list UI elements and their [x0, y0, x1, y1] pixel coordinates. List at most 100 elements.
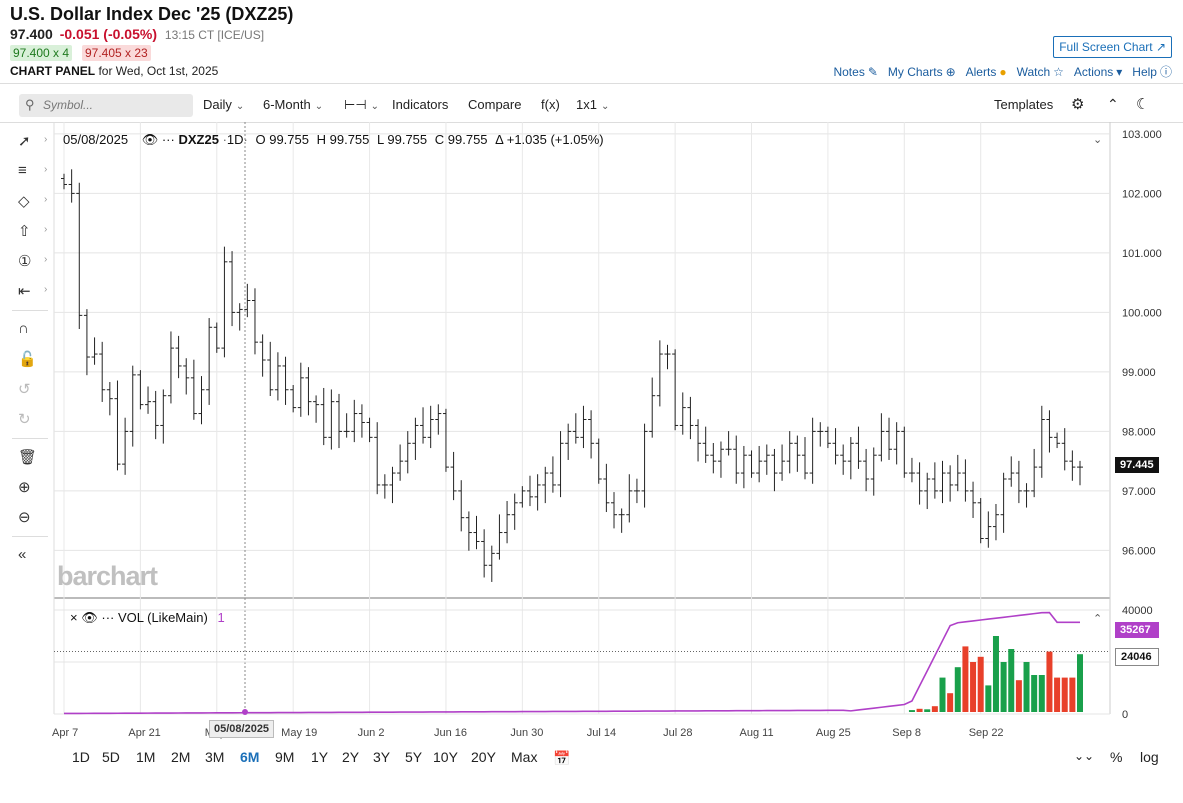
range-button-20y[interactable]: 20Y: [471, 749, 496, 765]
volume-bar: [985, 685, 992, 712]
notes-link[interactable]: Notes ✎: [833, 63, 877, 80]
undo-icon[interactable]: ↺: [18, 381, 31, 398]
bid-badge: 97.400 x 4: [10, 45, 73, 61]
more-icon[interactable]: ···: [161, 132, 175, 147]
range-button-5y[interactable]: 5Y: [405, 749, 423, 765]
range-button-2y[interactable]: 2Y: [342, 749, 360, 765]
range-button-3y[interactable]: 3Y: [373, 749, 391, 765]
chevron-down-icon: ⌄: [314, 101, 324, 112]
percent-button[interactable]: %: [1110, 749, 1123, 765]
symbol-search-input[interactable]: ⚲ Symbol...: [19, 94, 193, 117]
log-button[interactable]: log: [1140, 749, 1159, 765]
eye-icon[interactable]: 👁: [81, 610, 98, 625]
chevron-right-icon: ›: [44, 284, 48, 295]
chevron-right-icon: ›: [44, 254, 48, 265]
trash-icon[interactable]: 🗑: [18, 449, 38, 466]
calendar-icon[interactable]: 📅: [553, 750, 571, 766]
legend-open: O 99.755: [255, 132, 310, 147]
last-price: 97.400: [10, 26, 53, 42]
barchart-watermark: barchart: [57, 561, 158, 591]
time-tick-label: May 19: [281, 727, 317, 739]
legend-symbol: DXZ25: [178, 132, 219, 147]
range-button-10y[interactable]: 10Y: [433, 749, 458, 765]
toolbar-divider: [0, 122, 1183, 123]
line-tool-icon[interactable]: ➚ ›: [18, 133, 48, 150]
chevron-right-icon: ›: [44, 194, 48, 205]
gear-icon[interactable]: ⚙: [1071, 96, 1085, 113]
expand-down-icon[interactable]: ⌄⌄: [1074, 749, 1095, 763]
more-icon[interactable]: ···: [101, 610, 115, 625]
volume-bar: [1008, 649, 1015, 712]
volume-bar: [954, 667, 961, 712]
help-link[interactable]: Help ⓘ: [1132, 63, 1172, 80]
collapse-icon[interactable]: ⌃: [1107, 96, 1119, 112]
my-charts-link[interactable]: My Charts ⊕: [888, 63, 956, 80]
shape-tool-icon[interactable]: ◇ ›: [18, 193, 48, 210]
legend-dot-icon: ·: [222, 132, 227, 147]
price-change: -0.051 (-0.05%): [59, 26, 157, 42]
fx-button[interactable]: f(x): [541, 97, 560, 112]
chevron-down-icon: ⌄: [600, 101, 610, 112]
panel-title: CHART PANEL: [10, 64, 96, 78]
time-tick-label: Apr 7: [52, 727, 78, 739]
price-tick-label: 99.000: [1122, 367, 1156, 379]
indicators-button[interactable]: Indicators: [392, 97, 449, 112]
my-charts-label: My Charts: [887, 64, 943, 79]
compare-button[interactable]: Compare: [468, 97, 522, 112]
range-button-6m[interactable]: 6M: [240, 749, 260, 765]
watch-link[interactable]: Watch ☆: [1017, 63, 1064, 80]
unlock-icon[interactable]: 🔓: [18, 351, 37, 368]
zoom-in-icon[interactable]: ⊕: [18, 479, 31, 496]
plus-circle-icon: ⊕: [945, 64, 956, 79]
volume-bar: [1046, 651, 1053, 712]
range-button-1d[interactable]: 1D: [72, 749, 90, 765]
range-button-1m[interactable]: 1M: [136, 749, 156, 765]
range-button-5d[interactable]: 5D: [102, 749, 120, 765]
arrow-tool-icon[interactable]: ⇧ ›: [18, 223, 48, 240]
range-button-9m[interactable]: 9M: [275, 749, 295, 765]
range-button-2m[interactable]: 2M: [171, 749, 191, 765]
dark-mode-icon[interactable]: ☾: [1136, 96, 1150, 113]
redo-icon[interactable]: ↻: [18, 411, 31, 428]
time-tick-label: Sep 22: [969, 727, 1004, 739]
period-dropdown[interactable]: 6-Month ⌄: [263, 97, 323, 112]
volume-tick-label: 40000: [1122, 605, 1153, 617]
volume-legend: × 👁 ··· VOL (LikeMain) 1: [70, 610, 225, 626]
volume-bar: [1077, 654, 1083, 712]
caret-down-icon: ▾: [1116, 64, 1123, 79]
volume-bar: [1054, 677, 1061, 712]
legend-chevron-icon[interactable]: ⌄: [1093, 134, 1103, 146]
chevron-right-icon: ›: [44, 164, 48, 175]
tools-divider: [12, 536, 48, 537]
range-button-max[interactable]: Max: [511, 749, 538, 765]
volume-bar: [1069, 677, 1076, 712]
volume-tick-label: 0: [1122, 709, 1128, 721]
zoom-out-icon[interactable]: ⊖: [18, 509, 31, 526]
templates-button[interactable]: Templates: [994, 97, 1054, 112]
range-button-3m[interactable]: 3M: [205, 749, 225, 765]
actions-menu[interactable]: Actions ▾: [1074, 63, 1122, 80]
chevron-down-icon: ⌄: [370, 101, 380, 112]
measure-tool-icon[interactable]: ⇤ ›: [18, 283, 48, 300]
chevron-down-icon: ⌄: [235, 101, 245, 112]
bar-type-dropdown[interactable]: ⊢⊣ ⌄: [344, 97, 379, 113]
close-icon[interactable]: ×: [70, 610, 78, 625]
full-screen-chart-button[interactable]: Full Screen Chart ↗: [1053, 36, 1172, 58]
volume-bar: [916, 708, 923, 712]
range-button-1y[interactable]: 1Y: [311, 749, 329, 765]
chart-legend: 05/08/2025 👁 ··· DXZ25 ·1D· O 99.755 H 9…: [63, 132, 604, 148]
search-icon: ⚲: [25, 97, 35, 112]
layout-dropdown[interactable]: 1x1 ⌄: [576, 97, 609, 112]
fibonacci-tool-icon[interactable]: ≡ ›: [18, 162, 48, 179]
bell-icon: ●: [999, 64, 1007, 79]
price-chart[interactable]: 103.000 102.000 101.000 100.000 99.000 98.000…: [0, 122, 1183, 742]
price-tick-label: 97.000: [1122, 486, 1156, 498]
eye-icon[interactable]: 👁: [141, 132, 159, 147]
layout-label: 1x1: [576, 97, 597, 112]
alerts-link[interactable]: Alerts ●: [966, 63, 1007, 80]
interval-dropdown[interactable]: Daily ⌄: [203, 97, 244, 112]
magnet-icon[interactable]: ∩: [18, 320, 29, 337]
volume-chevron-up-icon[interactable]: ⌃: [1093, 613, 1103, 625]
collapse-tools-icon[interactable]: «: [18, 546, 27, 563]
annotation-tool-icon[interactable]: ① ›: [18, 253, 48, 270]
